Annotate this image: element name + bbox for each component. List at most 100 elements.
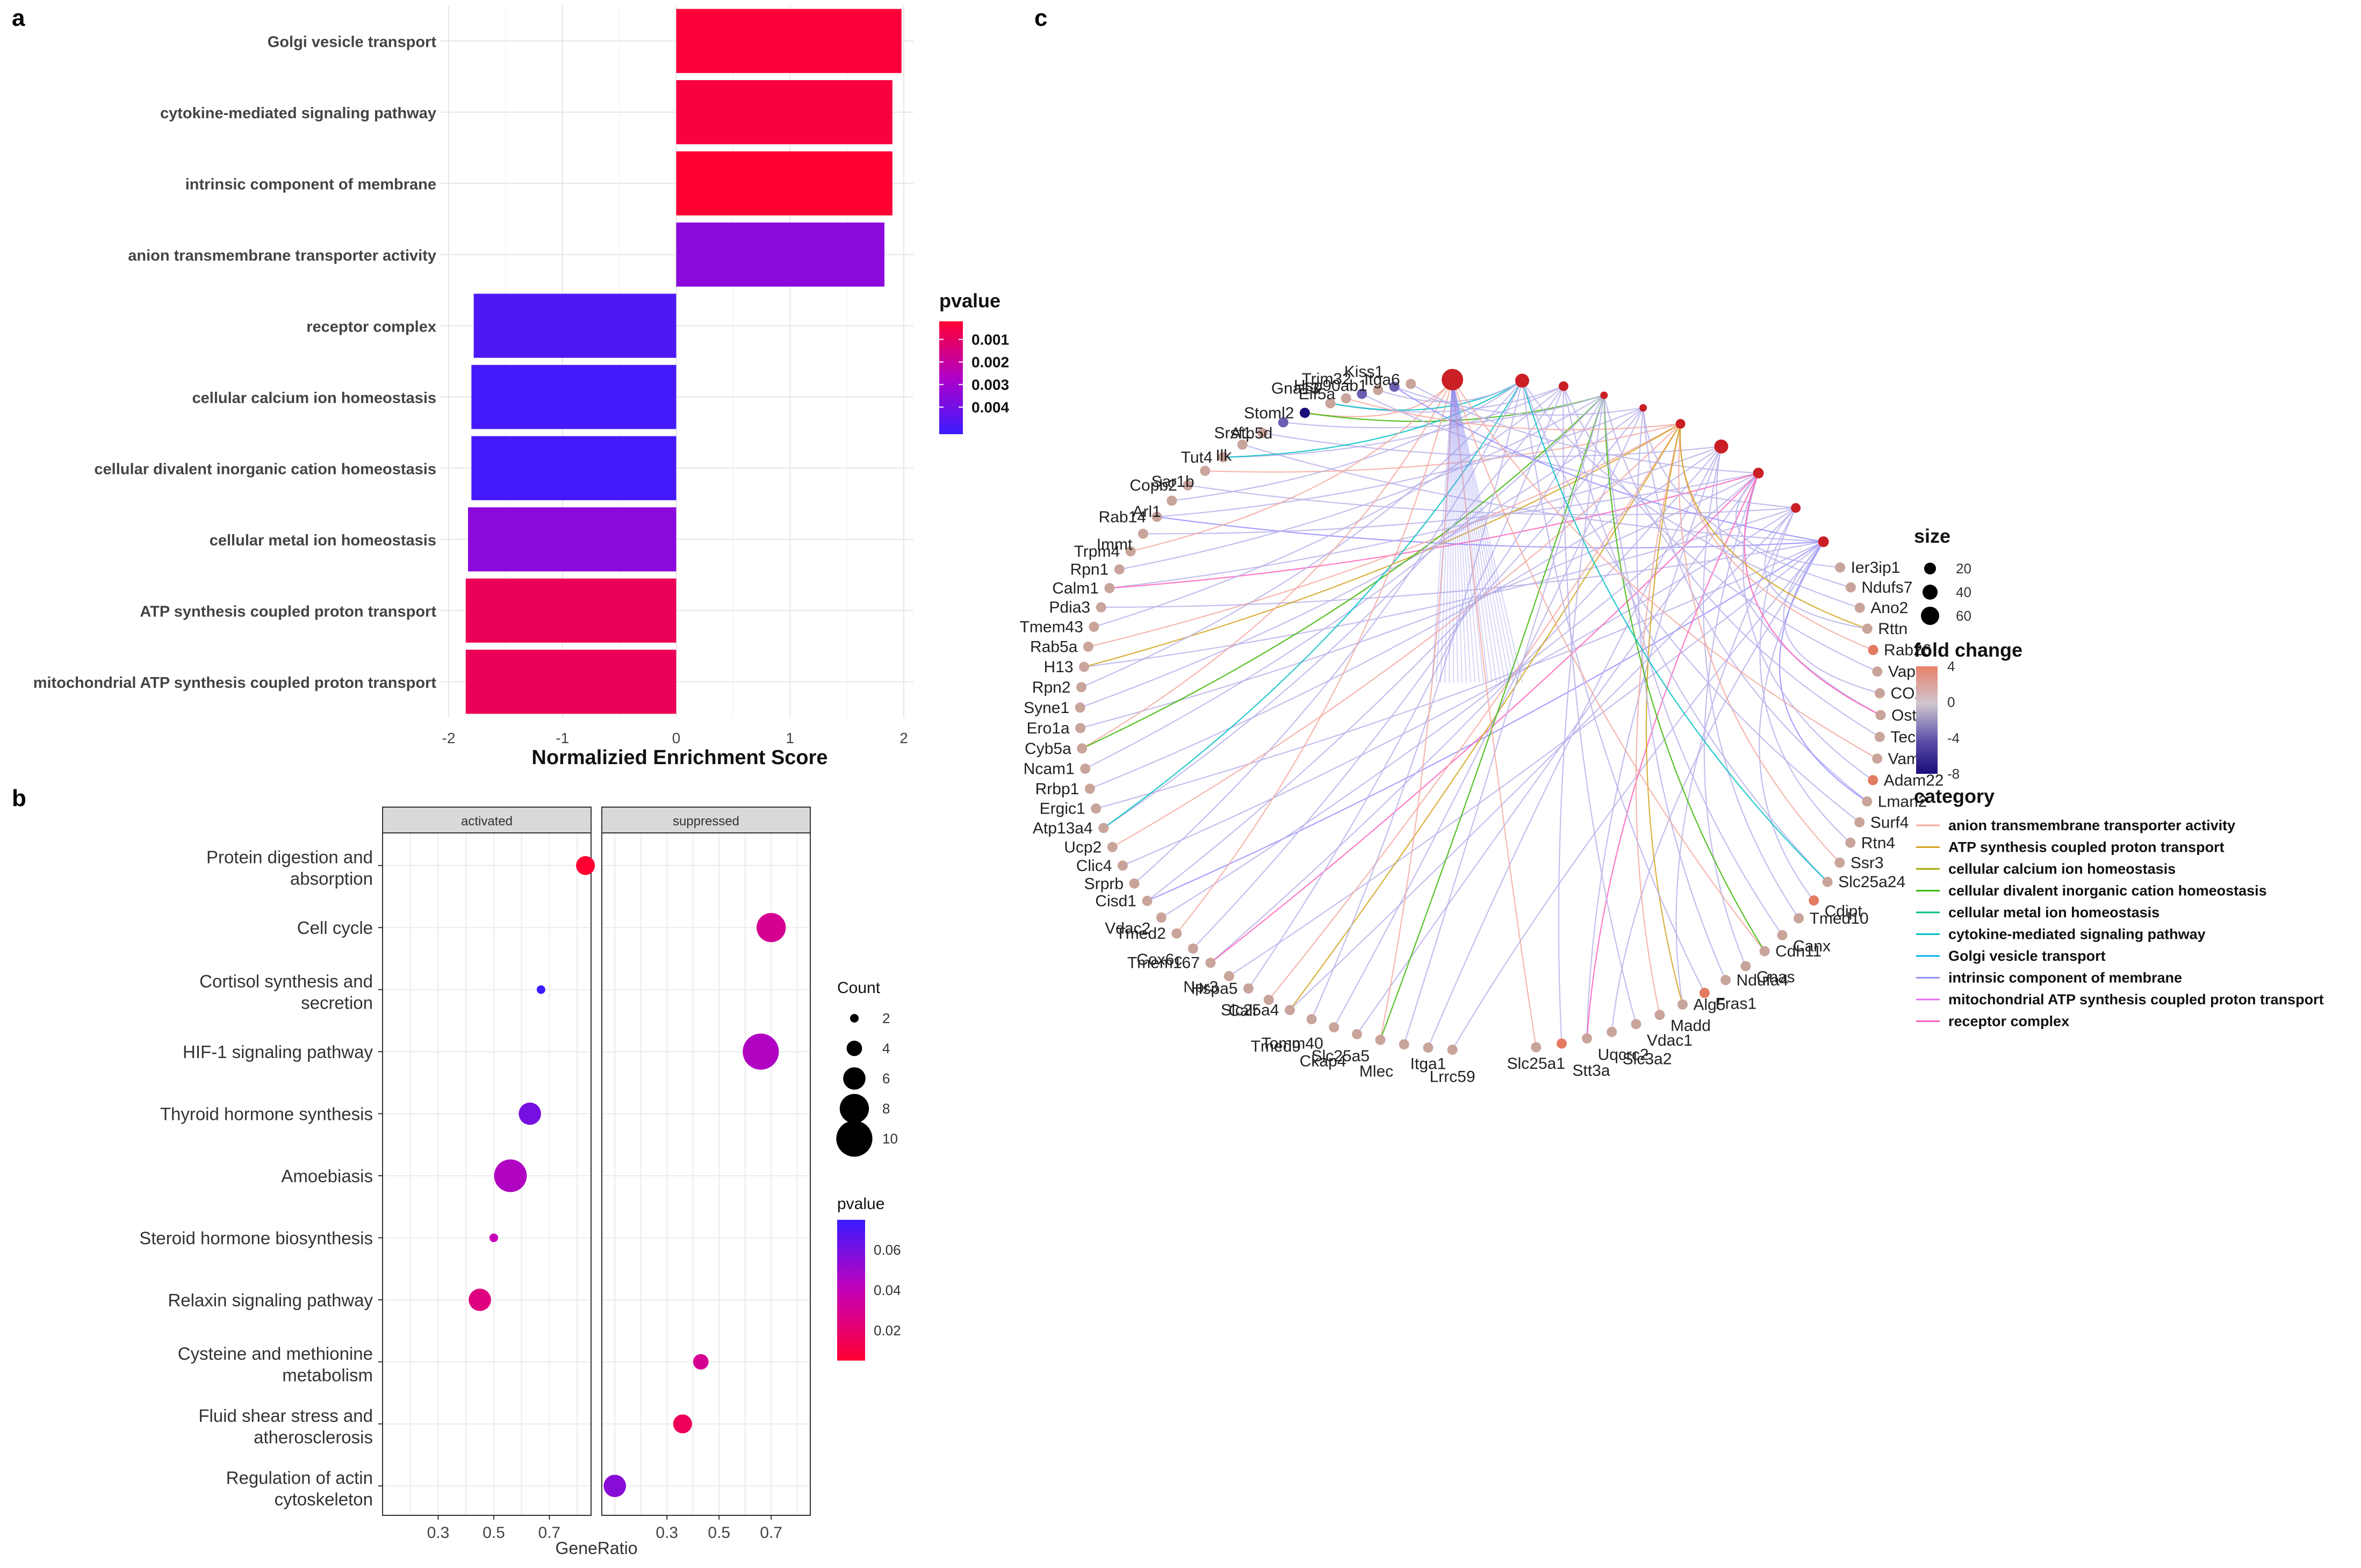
panel-a-category-label: mitochondrial ATP synthesis coupled prot… [33,674,437,692]
panel-c-gene-label: Srprb [1084,875,1124,893]
panel-c-gene-node [1389,382,1400,392]
panel-c-gene-label: Surf4 [1870,814,1909,831]
panel-c-gene-node [1872,753,1883,764]
panel-c-edge [1103,380,1523,829]
panel-c-fan-line [1452,379,1454,683]
panel-c-edge [1262,432,1722,457]
panel-c-fan-line [1452,379,1484,683]
panel-b-point [757,912,786,943]
panel-b-tick-label: 0.3 [427,1524,450,1542]
panel-b-point [693,1354,709,1370]
panel-c-edge [1452,379,1878,759]
panel-c-edge [1109,445,1722,589]
panel-c-edge [1563,386,1637,1025]
panel-c-size-legend-items: 20 40 60 [1921,560,1971,625]
panel-a-legend-labels: 0.001 0.002 0.003 0.004 [939,332,1009,416]
panel-a-legend-label: 0.001 [971,332,1009,348]
panel-c-gene-label: H13 [1044,658,1074,676]
panel-c-gene-node [1447,1044,1458,1055]
panel-c-category-node [1515,373,1529,388]
panel-c-edge [1223,385,1564,458]
panel-c-edge [1678,423,1840,864]
panel-c-fan-line [1452,379,1458,683]
panel-c-gene-label: Atp5d [1230,425,1272,442]
panel-c-gene-node [1075,702,1085,713]
panel-c-gene-node [1080,764,1091,774]
panel-c-gene-label: Ucp2 [1064,838,1102,856]
panel-c-gene-node [1868,775,1878,786]
panel-c-gene-node [1607,1026,1617,1037]
panel-b-facet-background [602,833,810,1515]
panel-a-bar-chart: Golgi vesicle transport cytokine-mediated… [33,5,1009,769]
panel-c-edge [1088,423,1681,648]
panel-b-point [494,1159,527,1192]
panel-c-gene-node [1654,1010,1665,1020]
panel-c-gene-label: Tmem43 [1020,618,1083,636]
panel-c-edge [1379,379,1453,1040]
panel-c-gene-node [1809,895,1819,906]
panel-c-gene-label: Ero1a [1027,720,1070,737]
panel-c-gene-node [1171,928,1182,939]
panel-c-gene-label: Tmed9 [1251,1038,1301,1055]
panel-a-bar [676,9,902,73]
panel-c-gene-label: Hsp90ab1 [1294,377,1367,395]
panel-a-legend-label: 0.004 [971,399,1009,416]
panel-b-count-legend-items: 2 4 6 8 10 [836,1010,898,1157]
panel-c-edge [1248,386,1564,989]
panel-c-gene-node [1351,1029,1362,1040]
panel-a-bar [676,151,892,215]
panel-a-legend-label: 0.003 [971,377,1009,393]
panel-c-gene-label: Rtn4 [1861,834,1895,852]
panel-c-gene-label: Rab5a [1030,638,1078,656]
panel-c-gene-label: Rab14 [1099,508,1146,526]
panel-c-fan-line [1452,379,1514,683]
panel-b-facet-label: suppressed [673,814,739,829]
panel-c-gene-node [1874,731,1885,742]
panel-a-tick-labels: -2 -1 0 1 2 [442,730,908,746]
panel-c-gene-label: Immt [1097,536,1133,553]
panel-c-size-legend-label: 40 [1956,584,1971,600]
panel-c-gene-node [1406,378,1416,389]
panel-c-gene-label: Stt3a [1572,1062,1610,1080]
panel-c-gene-node [1822,876,1833,887]
panel-c-gene-label: Cisd1 [1095,893,1136,910]
panel-c-gene-node [1183,480,1193,491]
panel-c-gene-label: Ano2 [1870,599,1908,617]
panel-c-gene-node [1777,930,1788,940]
panel-c-gene-node [1104,582,1115,593]
panel-c-gene-node [1556,1038,1567,1049]
panel-b-category-label: secretion [301,993,373,1013]
panel-c-gene-node [1284,1005,1295,1016]
panel-a-category-label: cellular calcium ion homeostasis [192,390,437,407]
panel-c-gene-label: Alg5 [1693,996,1725,1013]
panel-label-a: a [12,5,25,31]
panel-c-edge [1210,446,1722,963]
panel-c-gene-node [1872,666,1883,677]
panel-b-point [519,1102,541,1125]
panel-c-gene-label: Slc25a1 [1507,1055,1565,1073]
panel-c-gene-label: Tmed2 [1115,925,1165,943]
panel-c-gene-label: Eif5a [1299,385,1336,403]
panel-c-gene-label: Clic4 [1076,857,1112,875]
panel-c-gene-label: Tecr [1890,728,1921,746]
panel-c-size-legend: size 20 40 60 [1914,525,1971,625]
panel-c-category-legend-label: cellular metal ion homeostasis [1948,904,2160,920]
panel-c-edge [1143,472,1759,535]
panel-c-edge [1764,507,1868,630]
panel-c-edge [1759,507,1851,844]
panel-c-edge [1452,541,1824,1051]
panel-c-gene-node [1854,602,1865,613]
panel-b-facet-label: activated [461,814,513,829]
panel-c-gene-label: Vdac1 [1647,1032,1693,1049]
panel-c-category-legend-label: cytokine-mediated signaling pathway [1948,926,2206,943]
panel-a-category-label: intrinsic component of membrane [185,176,436,193]
panel-c-category-legend-label: Golgi vesicle transport [1948,948,2106,964]
panel-c-gene-label: Rrbp1 [1035,780,1079,798]
panel-c-gene-label: Ergic1 [1040,800,1085,818]
panel-c-gene-node [1835,562,1846,573]
panel-c-gene-label: Cox6c [1136,951,1182,968]
panel-label-b: b [12,785,26,811]
panel-c-gene-label: Stoml2 [1244,404,1294,422]
panel-c-fan-line [1452,379,1488,683]
panel-c-edge [1558,395,1605,1044]
